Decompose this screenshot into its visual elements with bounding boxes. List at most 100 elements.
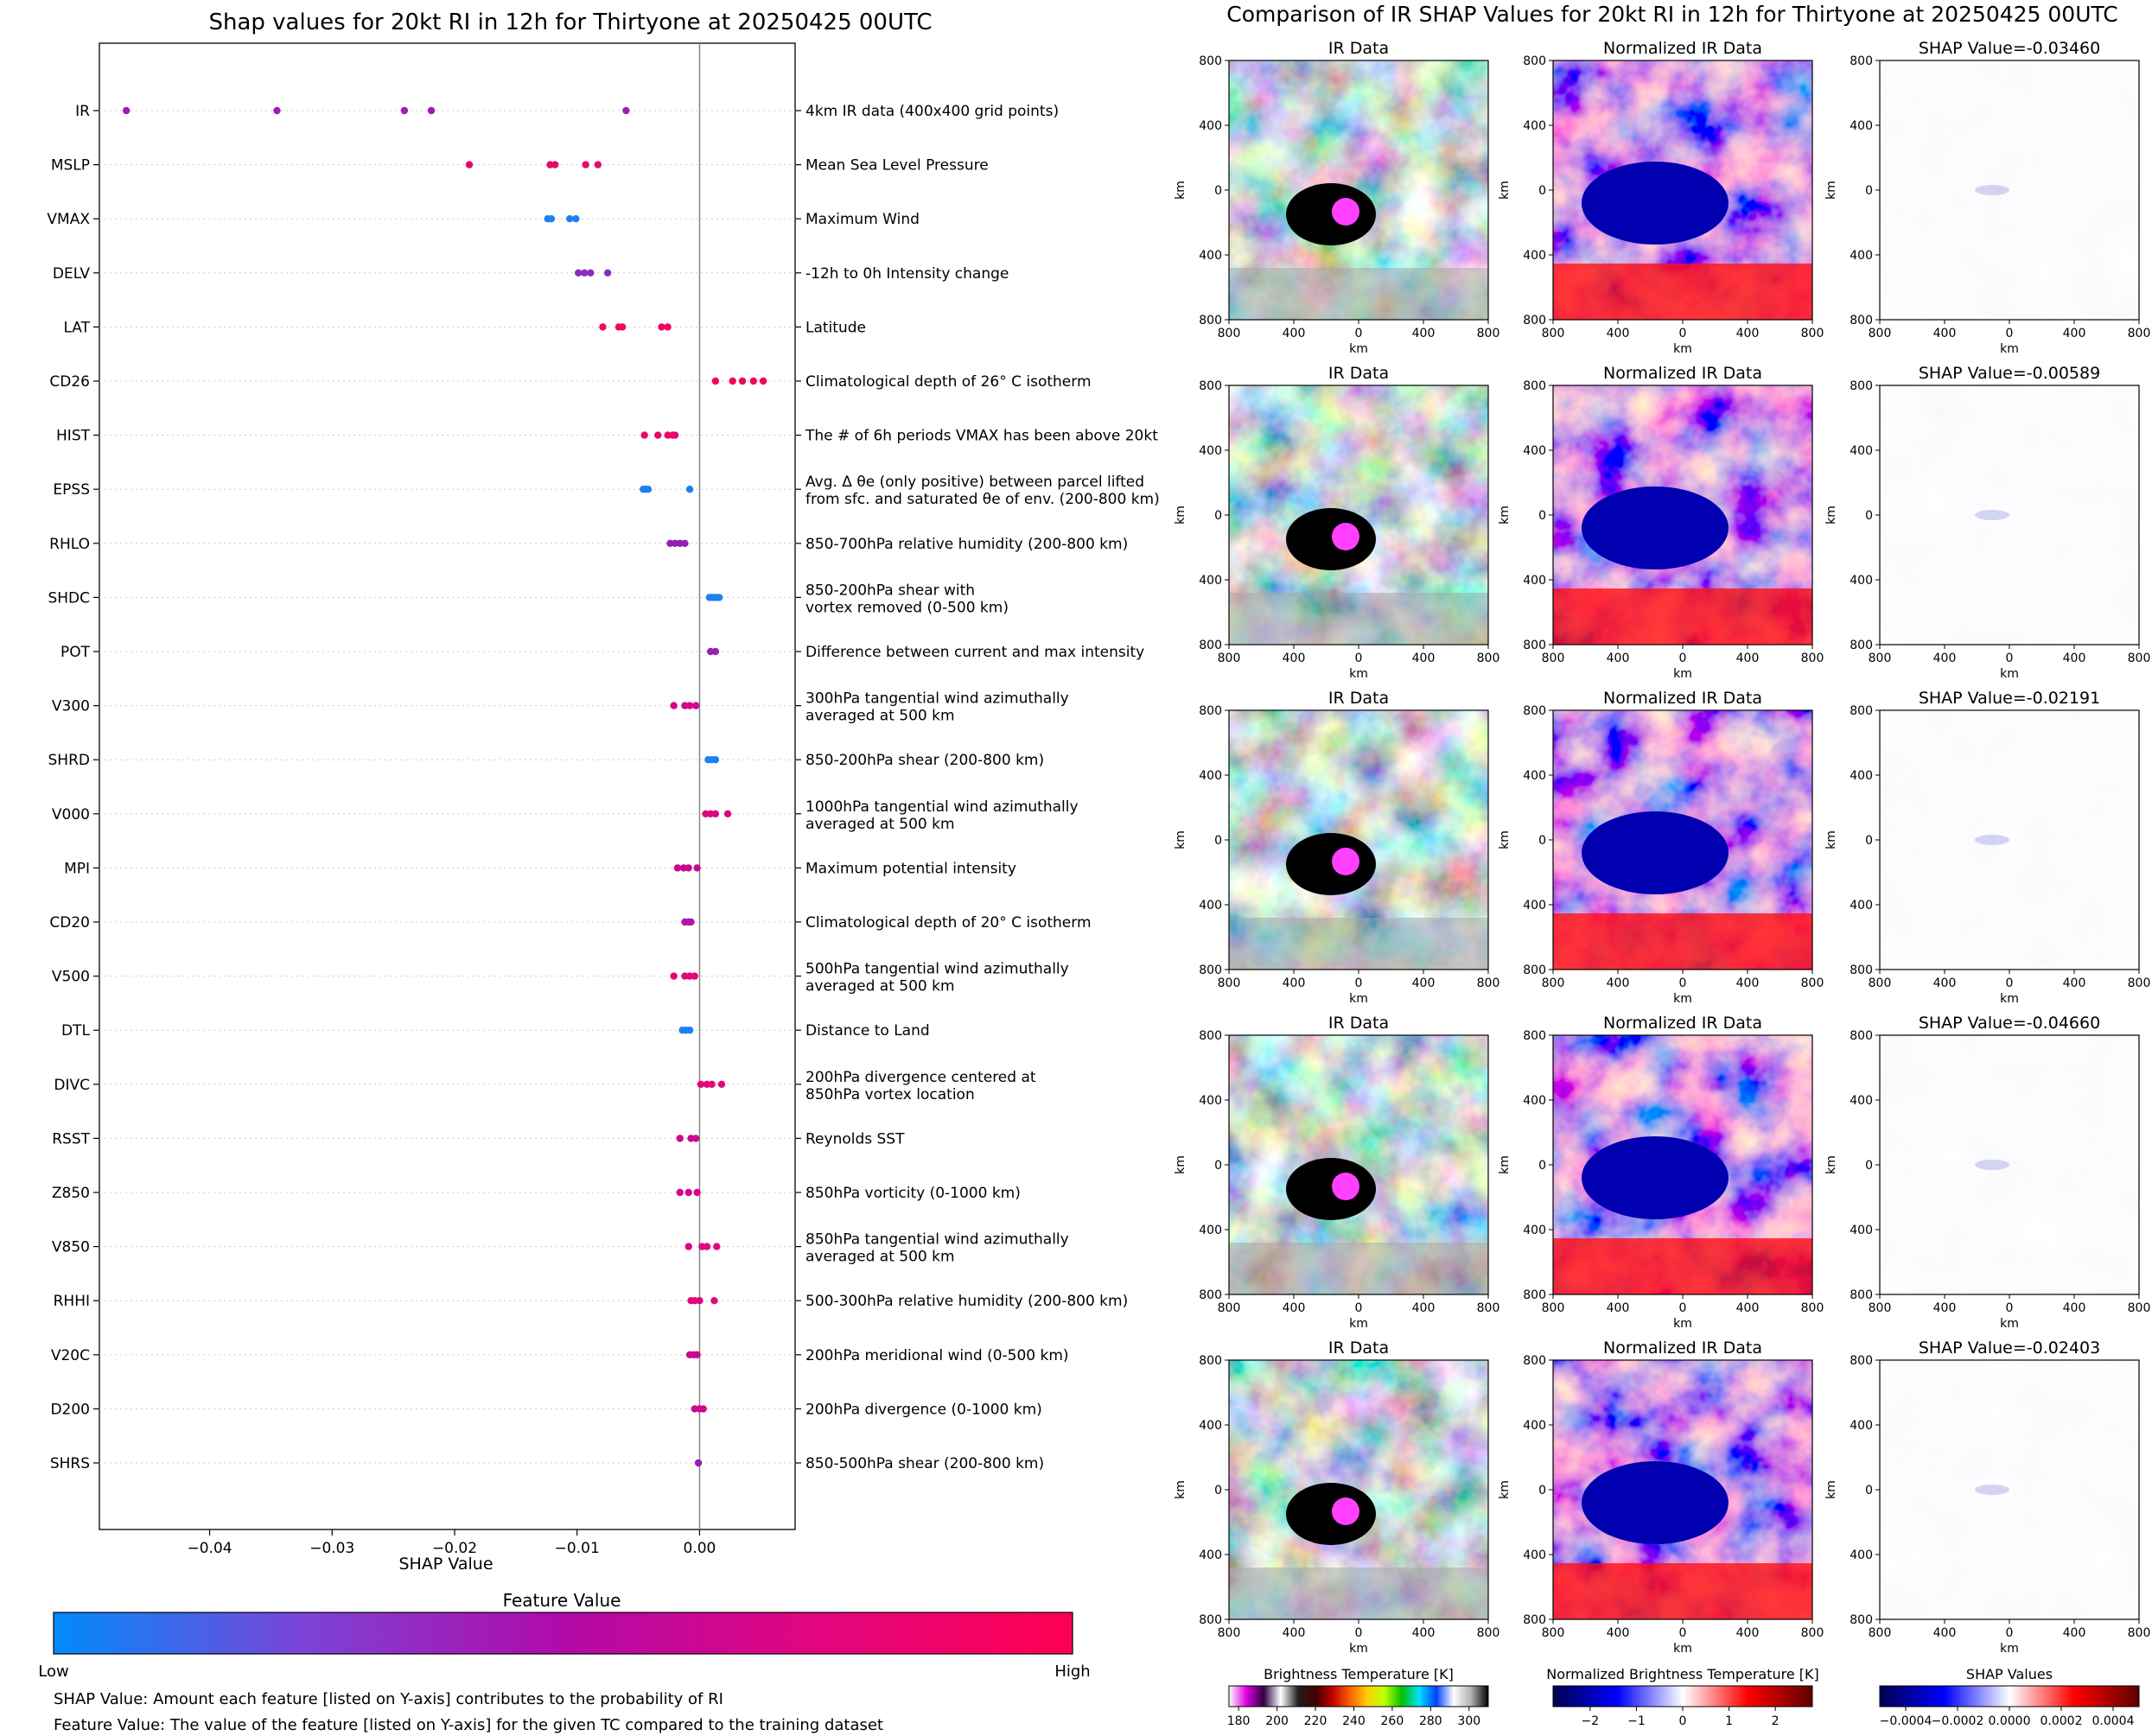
storm-core <box>1286 183 1376 245</box>
colorbar-title: Normalized Brightness Temperature [K] <box>1546 1666 1819 1682</box>
feature-description-z850: 850hPa vorticity (0-1000 km) <box>805 1185 1021 1202</box>
y-tick-label: 800 <box>1523 1354 1546 1368</box>
colorbar-tick-label: 0.0004 <box>2092 1714 2135 1728</box>
feature-description-mslp: Mean Sea Level Pressure <box>805 157 989 175</box>
feature-label-d200: D200 <box>50 1401 90 1418</box>
shap-value-panel-1: SHAP Value=-0.03460800800400400004004008… <box>1824 39 2150 356</box>
x-tick-label: 800 <box>1477 327 1500 340</box>
storm-core <box>1286 508 1376 570</box>
y-axis-label: km <box>1824 181 1838 200</box>
shap-point-v500 <box>670 972 678 980</box>
colorbar-gradient <box>1879 1685 2140 1707</box>
panel-title: Normalized IR Data <box>1603 39 1762 58</box>
cold-anomaly <box>1582 486 1729 569</box>
x-tick-label: 400 <box>1736 1301 1760 1315</box>
comparison-title: Comparison of IR SHAP Values for 20kt RI… <box>1226 2 2118 27</box>
y-tick-label: 400 <box>1199 574 1222 588</box>
feature-description-rhhi: 500-300hPa relative humidity (200-800 km… <box>805 1293 1128 1310</box>
y-tick-label: 800 <box>1523 379 1546 393</box>
y-tick-label: 800 <box>1523 1613 1546 1627</box>
y-tick-label: 800 <box>1850 704 1873 718</box>
feature-description-rsst: Reynolds SST <box>805 1130 905 1148</box>
x-tick-label: 400 <box>1933 976 1957 990</box>
storm-core <box>1286 833 1376 895</box>
shap-point-v850 <box>713 1243 721 1250</box>
shap-signal <box>1975 510 2009 520</box>
x-tick-label: 800 <box>1218 976 1241 990</box>
y-tick-label: 400 <box>1199 899 1222 913</box>
x-tick-label: 400 <box>1736 652 1760 665</box>
feature-description-hist: The # of 6h periods VMAX has been above … <box>805 428 1158 445</box>
x-tick-label: 800 <box>1801 652 1824 665</box>
cold-anomaly <box>1582 811 1729 894</box>
x-tick-label: −0.04 <box>187 1540 232 1557</box>
feature-label-dtl: DTL <box>61 1022 90 1040</box>
shap-point-shrd <box>711 756 720 764</box>
panel-title: SHAP Value=-0.00589 <box>1919 364 2100 383</box>
feature-description-pot: Difference between current and max inten… <box>805 644 1144 661</box>
x-tick-label: 800 <box>1477 652 1500 665</box>
panel-title: Normalized IR Data <box>1603 1339 1762 1358</box>
feature-label-rhhi: RHHI <box>54 1293 90 1310</box>
cold-region <box>1229 1243 1488 1294</box>
normalized-ir-panel-1: Normalized IR Data8008004004000040040080… <box>1498 39 1824 356</box>
shap-point-z850 <box>684 1188 692 1197</box>
storm-center <box>1332 523 1359 550</box>
colorbar-tick-label: 0 <box>1679 1714 1687 1728</box>
shap-signal <box>1975 1485 2009 1495</box>
x-tick-label: 0.00 <box>684 1540 716 1557</box>
x-axis-label: km <box>2000 342 2019 356</box>
feature-description-divc: 200hPa divergence centered at <box>805 1069 1036 1086</box>
panel-title: Normalized IR Data <box>1603 364 1762 383</box>
y-axis-label: km <box>1498 1155 1512 1174</box>
x-tick-label: 400 <box>1607 652 1630 665</box>
x-tick-label: 400 <box>2063 976 2086 990</box>
feature-description-d200: 200hPa divergence (0-1000 km) <box>805 1401 1042 1418</box>
x-axis-label: km <box>1673 992 1692 1006</box>
shap-point-v000 <box>723 810 732 817</box>
shap-summary-plot: IR 4km IR data (400x400 grid points) MSLP M… <box>47 42 1160 1557</box>
x-tick-label: 0 <box>1679 1626 1687 1640</box>
x-tick-label: 400 <box>1412 1301 1436 1315</box>
panel-title: SHAP Value=-0.02191 <box>1919 689 2100 708</box>
storm-core <box>1286 1483 1376 1545</box>
y-axis-label: km <box>1498 181 1512 200</box>
x-tick-label: 400 <box>1412 1626 1436 1640</box>
y-tick-label: 400 <box>1850 119 1873 133</box>
feature-label-shrs: SHRS <box>50 1455 90 1472</box>
x-tick-label: 800 <box>1477 976 1500 990</box>
x-tick-label: 800 <box>1869 1626 1892 1640</box>
shap-point-divc <box>717 1080 726 1089</box>
shap-point-delv <box>574 269 583 277</box>
feature-label-cd26: CD26 <box>49 373 90 391</box>
feature-label-epss: EPSS <box>53 481 90 499</box>
feature-description-epss: Avg. Δ θe (only positive) between parcel… <box>805 474 1144 491</box>
panel-title: IR Data <box>1328 1014 1389 1033</box>
shap-point-cd26 <box>759 377 767 385</box>
shap-point-lat <box>599 323 607 331</box>
ir-colorbars: Brightness Temperature [K] 180 200 220 240 26… <box>1227 1666 2140 1728</box>
shap-point-rhlo <box>681 539 689 547</box>
x-tick-label: 800 <box>1869 652 1892 665</box>
feature-description-shrs: 850-500hPa shear (200-800 km) <box>805 1455 1044 1472</box>
y-tick-label: 400 <box>1850 899 1873 913</box>
feature-label-rsst: RSST <box>52 1130 90 1148</box>
x-tick-label: 400 <box>1412 976 1436 990</box>
feature-description-v20c: 200hPa meridional wind (0-500 km) <box>805 1347 1069 1364</box>
colorbar-tick-label: 200 <box>1265 1714 1289 1728</box>
x-tick-label: 0 <box>2006 327 2014 340</box>
x-axis-label: km <box>1349 1642 1368 1656</box>
x-tick-label: 400 <box>1736 327 1760 340</box>
shap-value-panel-2: SHAP Value=-0.00589800800400400004004008… <box>1824 364 2150 681</box>
warm-anomaly <box>1553 913 1812 970</box>
y-tick-label: 800 <box>1199 314 1222 327</box>
x-tick-label: 0 <box>2006 652 2014 665</box>
y-tick-label: 0 <box>1538 184 1546 198</box>
x-tick-label: 400 <box>1607 327 1630 340</box>
x-tick-label: −0.01 <box>555 1540 600 1557</box>
x-tick-label: 400 <box>1283 1626 1306 1640</box>
panel-title: SHAP Value=-0.04660 <box>1919 1014 2100 1033</box>
colorbar-gradient <box>1228 1685 1489 1707</box>
colorbar-tick-label: 0.0000 <box>1989 1714 2031 1728</box>
